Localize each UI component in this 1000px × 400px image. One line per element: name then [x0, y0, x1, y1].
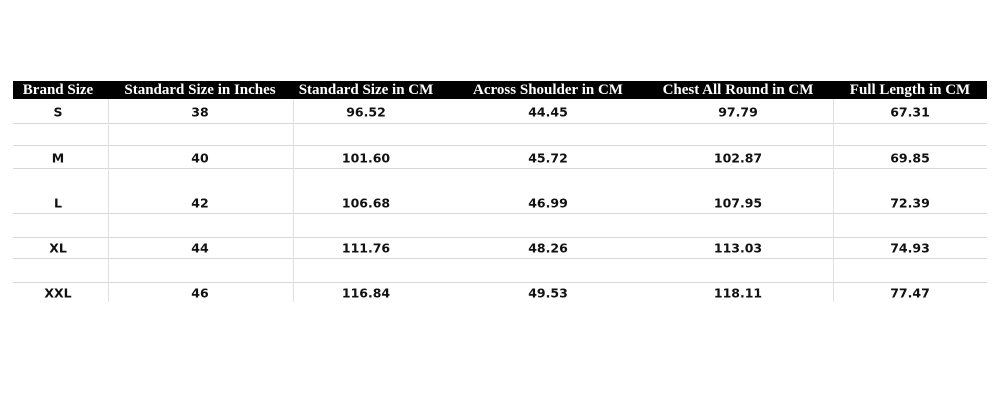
table-cell: 107.95: [713, 195, 763, 211]
table-cell: 97.79: [718, 104, 758, 120]
column-header: Standard Size in CM: [298, 82, 434, 98]
table-cell: 69.85: [890, 150, 930, 166]
table-cell: 40: [191, 150, 209, 166]
row-divider: [13, 168, 987, 169]
table-cell: 101.60: [341, 150, 391, 166]
row-divider: [13, 145, 987, 146]
table-header: Brand Size Standard Size in Inches Standar…: [13, 81, 987, 99]
table-cell: XL: [49, 240, 67, 256]
table-cell: M: [51, 150, 65, 166]
row-divider: [13, 213, 987, 214]
column-header: Chest All Round in CM: [662, 82, 814, 98]
row-divider: [13, 282, 987, 283]
column-header: Standard Size in Inches: [124, 82, 276, 98]
table-cell: 102.87: [713, 150, 763, 166]
table-cell: 42: [191, 195, 209, 211]
column-header: Across Shoulder in CM: [473, 82, 623, 98]
row-divider: [13, 237, 987, 238]
table-cell: 111.76: [341, 240, 391, 256]
table-cell: 77.47: [890, 285, 930, 301]
table-cell: 49.53: [528, 285, 568, 301]
column-header: Full Length in CM: [849, 82, 971, 98]
column-divider: [108, 99, 109, 302]
table-cell: L: [54, 195, 62, 211]
table-cell: 74.93: [890, 240, 930, 256]
table-cell: 48.26: [528, 240, 568, 256]
table-cell: 38: [191, 104, 209, 120]
table-cell: 46: [191, 285, 209, 301]
table-cell: 113.03: [713, 240, 763, 256]
table-cell: 45.72: [528, 150, 568, 166]
table-cell: 44.45: [528, 104, 568, 120]
table-cell: XXL: [44, 285, 72, 301]
column-divider: [293, 99, 294, 302]
column-header: Brand Size: [22, 82, 94, 98]
table-cell: 44: [191, 240, 209, 256]
table-cell: 72.39: [890, 195, 930, 211]
table-cell: 118.11: [713, 285, 763, 301]
table-cell: S: [53, 104, 63, 120]
table-cell: 106.68: [341, 195, 391, 211]
table-cell: 67.31: [890, 104, 930, 120]
table-cell: 116.84: [341, 285, 391, 301]
row-divider: [13, 123, 987, 124]
column-divider: [833, 99, 834, 302]
table-cell: 46.99: [528, 195, 568, 211]
table-cell: 96.52: [346, 104, 386, 120]
row-divider: [13, 258, 987, 259]
